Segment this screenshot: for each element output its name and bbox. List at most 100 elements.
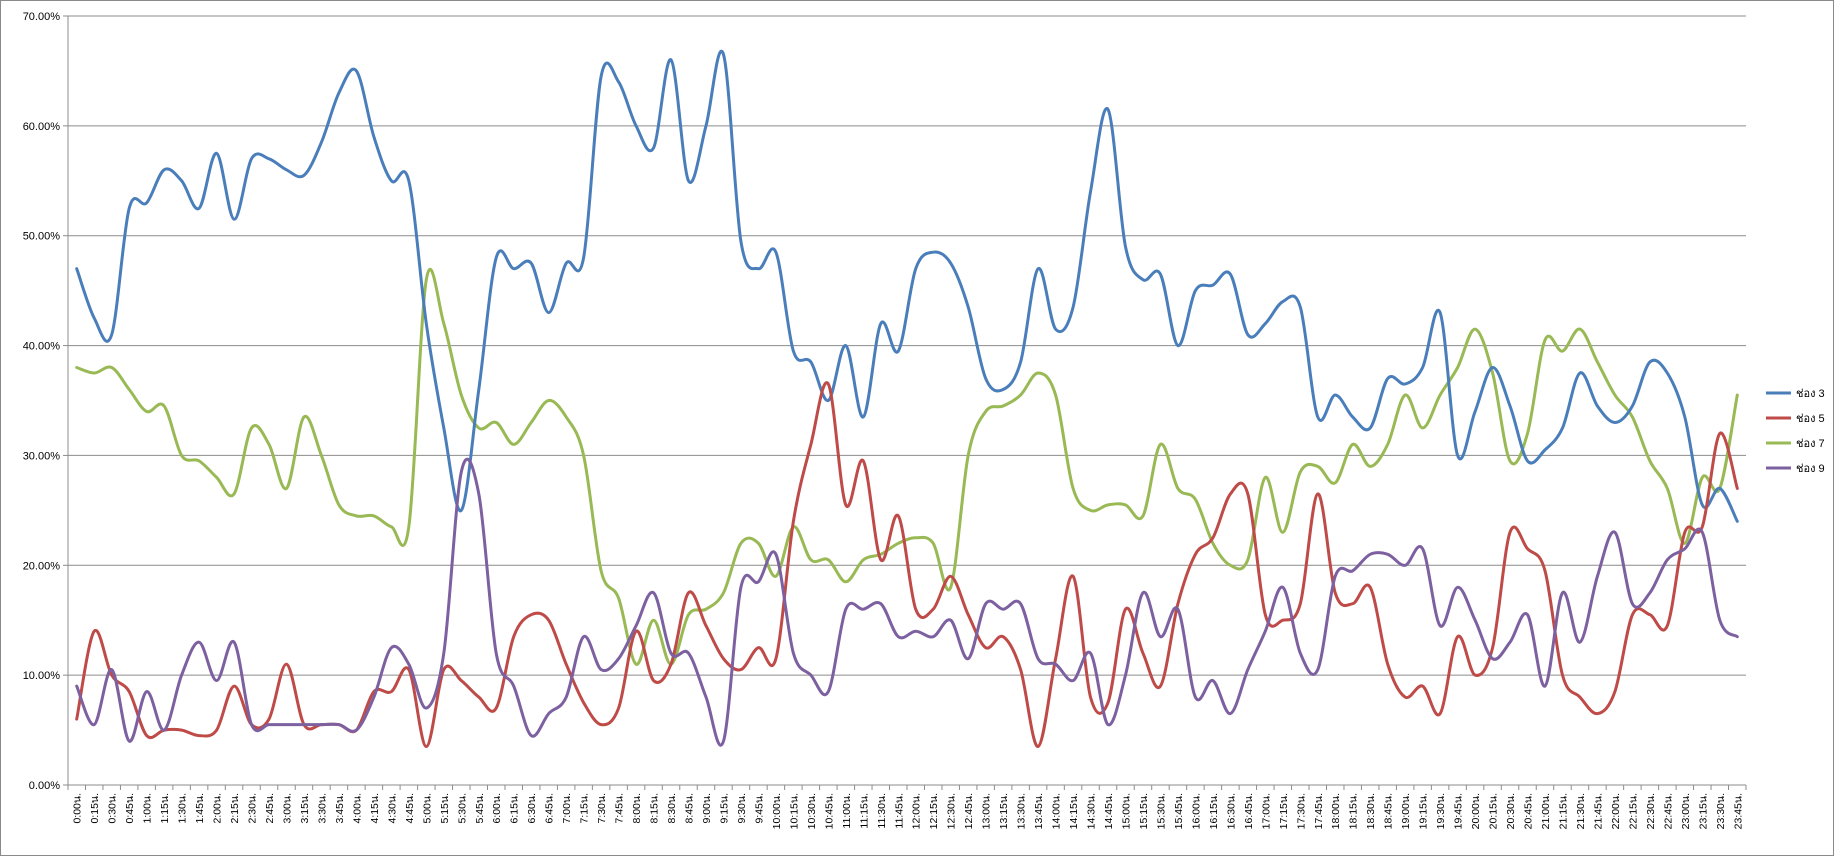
x-tick-label: 2:45น.	[264, 793, 276, 824]
x-tick-label: 3:15น.	[299, 793, 311, 824]
x-tick-label: 1:00น.	[142, 793, 154, 824]
series-line-1	[75, 49, 1739, 523]
x-tick-label: 23:15น.	[1697, 793, 1709, 829]
series-line-4	[75, 457, 1739, 747]
x-tick-label: 23:30น.	[1715, 793, 1727, 829]
x-tick-label: 22:00น.	[1610, 793, 1622, 829]
x-tick-label: 21:30น.	[1575, 793, 1587, 829]
x-tick-label: 2:30น.	[247, 793, 259, 824]
x-tick-label: 15:30น.	[1155, 793, 1167, 829]
x-tick-label: 19:15น.	[1418, 793, 1430, 829]
x-tick-label: 7:30น.	[596, 793, 608, 824]
x-tick-label: 19:30น.	[1435, 793, 1447, 829]
legend: ช่อง 3 ช่อง 5 ช่อง 7 ช่อง 9	[1766, 388, 1825, 475]
series-lines	[75, 49, 1739, 749]
x-tick-label: 9:00น.	[701, 793, 713, 824]
x-tick-label: 18:45น.	[1383, 793, 1395, 829]
y-tick-label: 30.00%	[23, 450, 61, 462]
x-tick-label: 22:45น.	[1662, 793, 1674, 829]
x-tick-label: 22:30น.	[1645, 793, 1657, 829]
legend-label: ช่อง 9	[1796, 463, 1825, 475]
x-tick-label: 1:30น.	[177, 793, 189, 824]
x-tick-label: 21:00น.	[1540, 793, 1552, 829]
x-tick-label: 20:45น.	[1523, 793, 1535, 829]
y-axis: 0.00% 10.00% 20.00% 30.00% 40.00% 50.00% 60.00…	[23, 11, 69, 792]
x-tick-label: 18:00น.	[1330, 793, 1342, 829]
gridlines	[68, 15, 1746, 786]
x-tick-label: 23:00น.	[1680, 793, 1692, 829]
x-tick-label: 7:00น.	[561, 793, 573, 824]
x-tick-label: 7:15น.	[579, 793, 591, 824]
x-tick-label: 5:00น.	[421, 793, 433, 824]
x-tick-label: 16:00น.	[1190, 793, 1202, 829]
x-tick-label: 12:45น.	[963, 793, 975, 829]
x-tick-label: 20:00น.	[1470, 793, 1482, 829]
x-tick-label: 4:00น.	[351, 793, 363, 824]
x-tick-label: 16:15น.	[1208, 793, 1220, 829]
x-tick-label: 3:30น.	[316, 793, 328, 824]
y-tick-label: 40.00%	[23, 341, 61, 353]
x-tick-label: 15:45น.	[1173, 793, 1185, 829]
x-tick-label: 13:00น.	[981, 793, 993, 829]
x-tick-label: 21:15น.	[1557, 793, 1569, 829]
x-tick-label: 7:45น.	[614, 793, 626, 824]
x-tick-label: 9:45น.	[753, 793, 765, 824]
series-line-3	[75, 268, 1739, 666]
x-tick-label: 13:45น.	[1033, 793, 1045, 829]
y-tick-label: 10.00%	[23, 670, 61, 682]
y-tick-label: 50.00%	[23, 231, 61, 243]
x-tick-label: 0:00น.	[72, 793, 84, 824]
x-tick-label: 8:00น.	[631, 793, 643, 824]
legend-label: ช่อง 7	[1796, 438, 1825, 450]
x-tick-label: 2:15น.	[229, 793, 241, 824]
y-tick-label: 60.00%	[23, 121, 61, 133]
x-tick-label: 21:45น.	[1592, 793, 1604, 829]
x-tick-label: 8:45น.	[684, 793, 696, 824]
x-tick-label: 2:00น.	[212, 793, 224, 824]
x-tick-label: 14:15น.	[1068, 793, 1080, 829]
x-tick-label: 8:30น.	[666, 793, 678, 824]
x-tick-label: 23:45น.	[1732, 793, 1744, 829]
x-tick-label: 14:45น.	[1103, 793, 1115, 829]
x-tick-label: 9:30น.	[736, 793, 748, 824]
x-tick-label: 5:45น.	[474, 793, 486, 824]
x-tick-label: 17:45น.	[1313, 793, 1325, 829]
x-tick-label: 3:00น.	[281, 793, 293, 824]
legend-label: ช่อง 3	[1796, 388, 1825, 400]
x-tick-label: 17:30น.	[1295, 793, 1307, 829]
x-tick-label: 12:00น.	[911, 793, 923, 829]
y-tick-label: 20.00%	[23, 560, 61, 572]
x-tick-label: 11:30น.	[876, 793, 888, 829]
x-tick-label: 13:30น.	[1016, 793, 1028, 829]
x-tick-label: 4:30น.	[386, 793, 398, 824]
x-tick-label: 15:15น.	[1138, 793, 1150, 829]
x-tick-label: 8:15น.	[649, 793, 661, 824]
x-tick-label: 4:15น.	[369, 793, 381, 824]
y-tick-label: 0.00%	[29, 780, 60, 792]
x-tick-label: 14:30น.	[1086, 793, 1098, 829]
x-tick-label: 19:00น.	[1400, 793, 1412, 829]
legend-label: ช่อง 5	[1796, 413, 1825, 425]
x-tick-label: 19:45น.	[1453, 793, 1465, 829]
x-tick-label: 1:15น.	[159, 793, 171, 824]
x-tick-label: 6:45น.	[544, 793, 556, 824]
x-tick-label: 5:30น.	[456, 793, 468, 824]
x-tick-label: 10:00น.	[771, 793, 783, 829]
x-tick-label: 5:15น.	[439, 793, 451, 824]
x-tick-label: 20:30น.	[1505, 793, 1517, 829]
x-tick-label: 12:30น.	[946, 793, 958, 829]
x-tick-label: 14:00น.	[1051, 793, 1063, 829]
x-tick-label: 20:15น.	[1488, 793, 1500, 829]
x-tick-label: 16:30น.	[1225, 793, 1237, 829]
x-tick-label: 0:30น.	[107, 793, 119, 824]
x-tick-label: 15:00น.	[1120, 793, 1132, 829]
x-tick-label: 0:15น.	[89, 793, 101, 824]
x-tick-label: 0:45น.	[124, 793, 136, 824]
x-tick-label: 10:15น.	[788, 793, 800, 829]
x-tick-label: 16:45น.	[1243, 793, 1255, 829]
x-tick-label: 6:30น.	[526, 793, 538, 824]
x-tick-label: 1:45น.	[194, 793, 206, 824]
x-tick-label: 4:45น.	[404, 793, 416, 824]
series-line-2	[75, 381, 1739, 749]
